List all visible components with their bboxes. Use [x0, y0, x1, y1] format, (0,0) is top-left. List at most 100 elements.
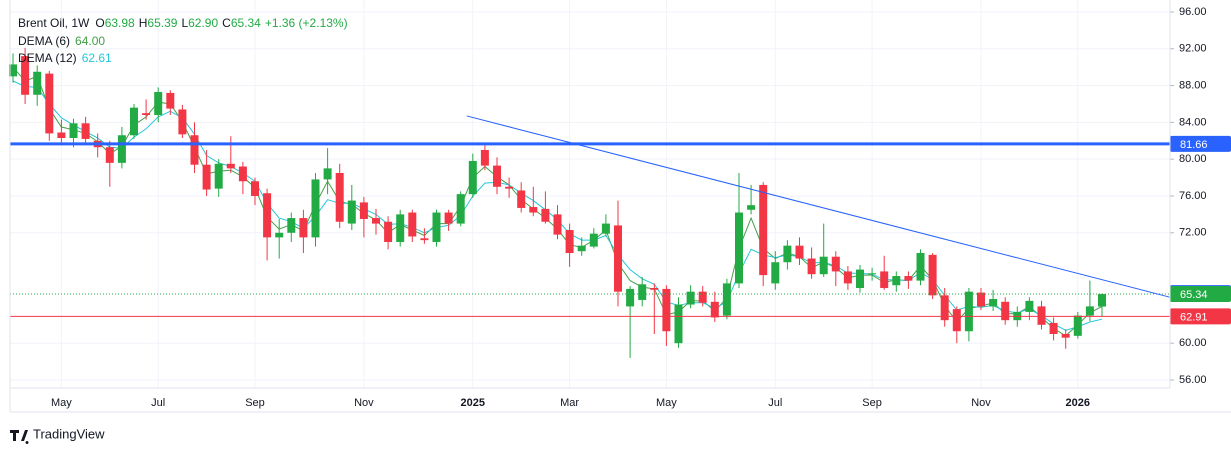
candle-body	[710, 301, 719, 318]
candle-body	[505, 186, 514, 189]
legend-entry: DEMA (6) 64.00	[18, 34, 105, 48]
candle-body	[601, 223, 610, 234]
candle-body	[166, 92, 175, 109]
y-tick-label: 56.00	[1179, 374, 1207, 386]
candle-body	[589, 233, 598, 247]
candle-body	[1098, 294, 1106, 307]
y-tick-label: 96.00	[1179, 6, 1207, 18]
candle-body	[190, 135, 199, 165]
candle-body	[178, 109, 187, 135]
brand: TradingView	[10, 426, 105, 445]
dema-line	[12, 66, 1103, 337]
candle-body	[880, 271, 889, 288]
candle-body	[916, 253, 925, 281]
symbol: Brent Oil, 1W	[18, 16, 90, 30]
candle-body	[735, 212, 743, 284]
candle-body	[1001, 301, 1010, 321]
candle-body	[964, 291, 973, 332]
candle-body	[1037, 306, 1046, 325]
price-label: 81.66	[1180, 139, 1208, 151]
candle-body	[977, 292, 985, 307]
candle-body	[686, 291, 695, 305]
candle-body	[323, 168, 332, 180]
candle-body	[311, 179, 320, 238]
price-label: 62.91	[1180, 311, 1208, 323]
candle-body	[372, 218, 380, 224]
candle-body	[626, 288, 635, 307]
x-tick-label: May	[656, 397, 677, 409]
change: +1.36 (+2.13%)	[265, 16, 348, 30]
candle-body	[856, 269, 864, 288]
y-tick-label: 88.00	[1179, 79, 1207, 91]
candle-body	[214, 163, 223, 189]
candle-body	[747, 205, 756, 210]
candle-body	[759, 184, 768, 276]
candle-body	[347, 200, 356, 224]
candle-body	[940, 295, 949, 321]
field-key: O	[95, 16, 104, 30]
plot	[9, 47, 1106, 358]
candle-body	[928, 254, 937, 296]
candle-body	[1049, 322, 1058, 334]
candle-body	[359, 202, 368, 219]
candle-body	[541, 208, 550, 222]
y-tick-label: 84.00	[1179, 116, 1207, 128]
candle-body	[275, 232, 284, 238]
candle-body	[843, 271, 852, 284]
candle-body	[577, 245, 586, 252]
candle-body	[553, 214, 562, 235]
candle-body	[565, 230, 574, 254]
candle-body	[1073, 315, 1082, 336]
candle-body	[868, 273, 877, 275]
candle-body	[432, 212, 441, 242]
x-tick-label: Mar	[560, 397, 579, 409]
candle-body	[819, 256, 828, 275]
brand-name: TradingView	[33, 426, 105, 441]
candle-body	[105, 147, 114, 163]
legend-name: DEMA (12)	[18, 51, 77, 65]
field-key: H	[139, 16, 148, 30]
candle-body	[57, 132, 66, 139]
x-tick-label: 2026	[1066, 397, 1090, 409]
candle-body	[45, 73, 54, 134]
price-label-bg	[1170, 135, 1231, 152]
candle-body	[263, 193, 272, 238]
header: Brent Oil, 1W O63.98 H65.39 L62.90 C65.34 +1.…	[18, 16, 348, 30]
candle-body	[807, 258, 816, 275]
candle-body	[989, 299, 998, 307]
price-label-bg	[1170, 286, 1231, 303]
candle-body	[408, 212, 417, 237]
candle-body	[1085, 306, 1094, 316]
field-value: 63.98	[105, 16, 135, 30]
grid: 56.00 60.00 72.00 76.00 80.00 84.00 88.00 92.00…	[10, 0, 1207, 409]
candle-body	[892, 276, 901, 286]
candle-body	[698, 291, 707, 303]
candle-body	[456, 194, 465, 224]
candle-body	[21, 56, 30, 95]
legend-value: 62.61	[82, 51, 112, 65]
candle-body	[238, 166, 247, 182]
x-tick-label: Nov	[971, 397, 991, 409]
candle-body	[154, 92, 163, 116]
x-tick-label: Jul	[151, 397, 165, 409]
y-tick-label: 72.00	[1179, 227, 1207, 239]
candle-body	[33, 71, 42, 95]
price-label: 65.34	[1180, 289, 1208, 301]
y-tick-label: 92.00	[1179, 43, 1207, 55]
field-key: C	[222, 16, 231, 30]
candle-body	[299, 218, 308, 238]
candle-body	[952, 309, 961, 332]
legend-entry: DEMA (12) 62.61	[18, 51, 112, 65]
legend-name: DEMA (6)	[18, 34, 70, 48]
x-tick-label: 2025	[461, 397, 485, 409]
candle-body	[795, 245, 804, 259]
field-value: 65.39	[147, 16, 177, 30]
candle-body	[226, 163, 235, 169]
brand-logo	[10, 430, 29, 445]
x-tick-label: May	[51, 397, 72, 409]
candle-body	[529, 207, 538, 213]
field-value: 65.34	[231, 16, 261, 30]
